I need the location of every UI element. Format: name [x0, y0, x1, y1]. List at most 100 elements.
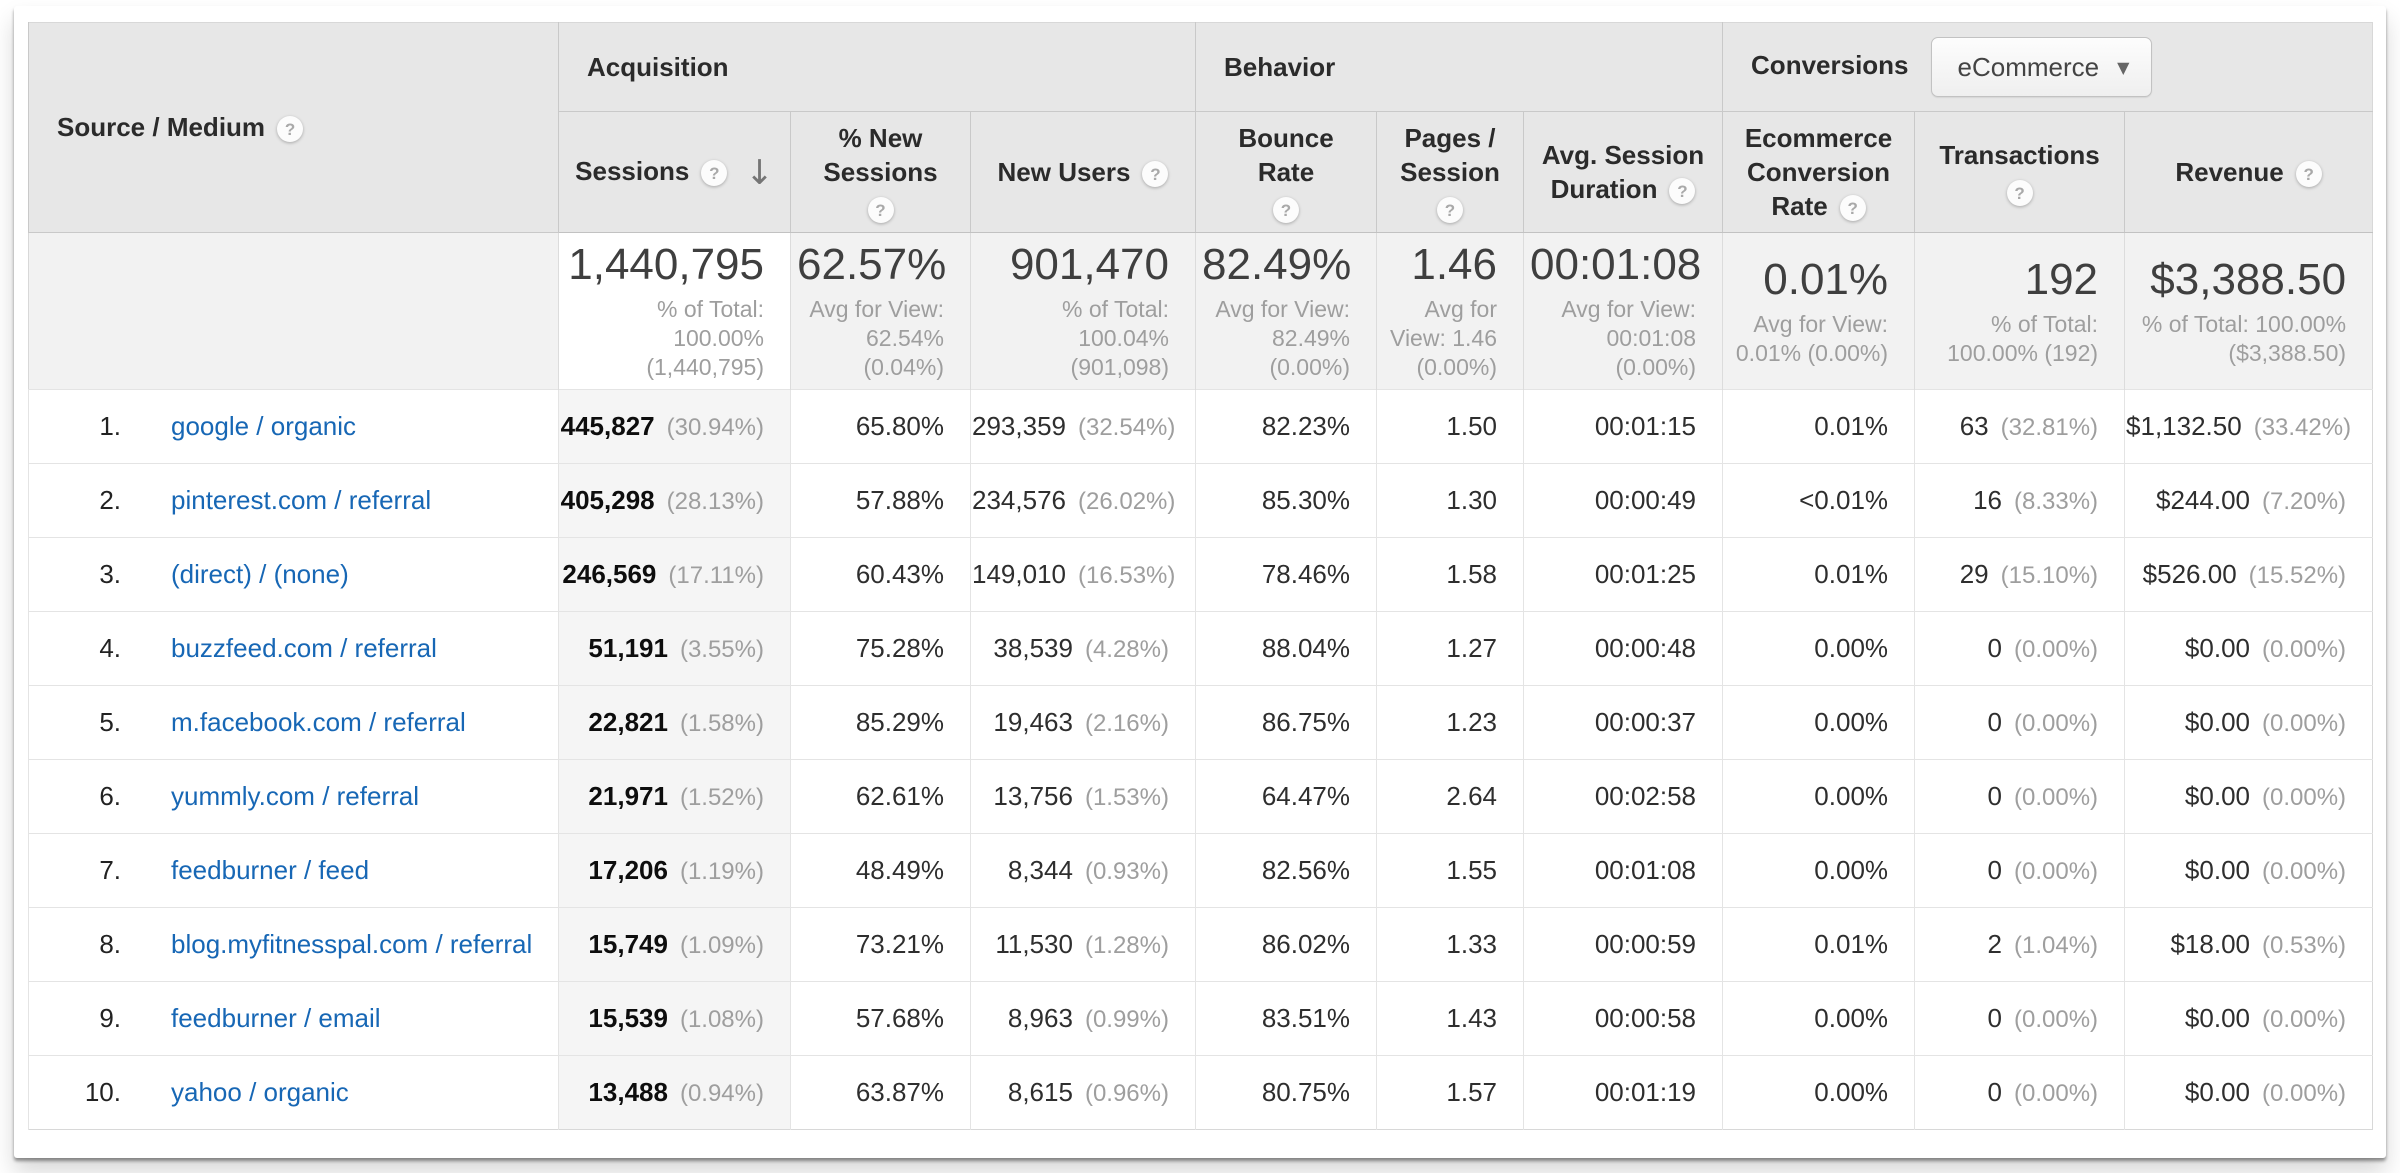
cell-value: 51,191: [588, 633, 668, 663]
cell-ecom-rate: 0.00%: [1722, 833, 1915, 908]
summary-value: 192: [2024, 254, 2099, 304]
cell-revenue: $18.00 (0.53%): [2124, 907, 2373, 982]
group-behavior: Behavior: [1194, 22, 1723, 112]
cell-value: 0: [1987, 1003, 2002, 1033]
cell-value: 13,756: [993, 781, 1073, 811]
help-icon[interactable]: ?: [277, 116, 304, 143]
sort-descending-icon: ↓: [745, 153, 774, 194]
help-icon[interactable]: ?: [1669, 178, 1696, 205]
cell-value: $526.00: [2142, 559, 2237, 589]
cell-percent: (0.00%): [2013, 710, 2099, 737]
column-header-pages-session[interactable]: Pages / Session?: [1376, 111, 1524, 233]
row-rank: 7.: [99, 855, 121, 885]
cell-sessions: 445,827 (30.94%): [558, 389, 791, 464]
column-header-avg-duration[interactable]: Avg. Session Duration?: [1522, 111, 1723, 233]
cell-value: 293,359: [972, 411, 1066, 441]
cell-source-medium: 2. pinterest.com / referral: [28, 463, 559, 538]
chevron-down-icon: ▼: [2117, 57, 2130, 77]
cell-pages-session: 1.50: [1376, 389, 1524, 464]
cell-value: 64.47%: [1261, 781, 1350, 811]
cell-sessions: 15,749 (1.09%): [558, 907, 791, 982]
table-row: 10. yahoo / organic 13,488 (0.94%) 63.87% 8,6…: [28, 1055, 2373, 1130]
summary-subtext: % of Total: 100.00% ($3,388.50): [2141, 310, 2347, 366]
cell-new-users: 149,010 (16.53%): [970, 537, 1196, 612]
cell-value: 0.00%: [1814, 707, 1889, 737]
cell-revenue: $0.00 (0.00%): [2124, 759, 2373, 834]
source-medium-link[interactable]: feedburner / feed: [171, 855, 370, 885]
cell-ecom-rate: 0.01%: [1722, 389, 1915, 464]
cell-percent: (0.00%): [2262, 858, 2347, 885]
cell-percent: (0.93%): [1084, 858, 1169, 885]
source-medium-link[interactable]: feedburner / email: [171, 1003, 381, 1033]
column-header-revenue[interactable]: Revenue?: [2124, 111, 2373, 233]
source-medium-link[interactable]: yummly.com / referral: [171, 781, 419, 811]
cell-value: 1.55: [1446, 855, 1497, 885]
column-header-revenue-label: Revenue: [2175, 157, 2284, 187]
cell-value: 78.46%: [1261, 559, 1350, 589]
summary-subtext: % of Total: 100.04% (901,098): [1062, 296, 1169, 380]
cell-value: 1.33: [1446, 929, 1497, 959]
cell-value: 0: [1987, 633, 2002, 663]
cell-new-sessions-pct: 85.29%: [790, 685, 971, 760]
source-medium-link[interactable]: pinterest.com / referral: [171, 485, 432, 515]
column-header-new-sessions-pct[interactable]: % New Sessions?: [790, 111, 971, 233]
cell-value: 405,298: [560, 485, 655, 515]
column-header-ecom-rate[interactable]: Ecommerce Conversion Rate?: [1722, 111, 1915, 233]
source-medium-link[interactable]: (direct) / (none): [171, 559, 349, 589]
cell-transactions: 0 (0.00%): [1914, 1055, 2125, 1130]
column-header-transactions[interactable]: Transactions?: [1914, 111, 2125, 233]
help-icon[interactable]: ?: [867, 197, 894, 223]
cell-transactions: 0 (0.00%): [1914, 611, 2125, 686]
cell-value: 00:01:08: [1594, 855, 1697, 885]
cell-value: 88.04%: [1261, 633, 1350, 663]
help-icon[interactable]: ?: [1142, 161, 1169, 188]
column-header-new-users[interactable]: New Users?: [970, 111, 1196, 233]
cell-value: 00:02:58: [1594, 781, 1697, 811]
column-header-avg-duration-label: Avg. Session Duration: [1541, 140, 1705, 204]
group-behavior-label: Behavior: [1224, 51, 1336, 82]
cell-bounce-rate: 82.23%: [1195, 389, 1377, 464]
cell-percent: (15.10%): [2000, 562, 2099, 589]
cell-revenue: $526.00 (15.52%): [2124, 537, 2373, 612]
cell-value: 29: [1959, 559, 1989, 589]
cell-value: 11,530: [995, 929, 1073, 959]
source-medium-table: Source / Medium? Acquisition Behavior Co…: [28, 22, 2374, 1130]
cell-ecom-rate: 0.01%: [1722, 907, 1915, 982]
help-icon[interactable]: ?: [1839, 195, 1866, 222]
source-medium-link[interactable]: yahoo / organic: [171, 1077, 349, 1107]
row-rank: 6.: [99, 781, 121, 811]
cell-percent: (1.08%): [679, 1006, 764, 1033]
cell-source-medium: 10. yahoo / organic: [28, 1055, 559, 1130]
cell-value: 15,539: [588, 1003, 668, 1033]
cell-value: 0.00%: [1814, 633, 1889, 663]
help-icon[interactable]: ?: [2006, 180, 2033, 206]
cell-value: 16: [1973, 485, 2002, 515]
help-icon[interactable]: ?: [1273, 197, 1299, 223]
cell-avg-duration: 00:00:48: [1522, 611, 1723, 686]
column-header-new-sessions-pct-label: % New Sessions: [823, 123, 938, 187]
cell-value: 00:01:25: [1594, 559, 1697, 589]
cell-transactions: 0 (0.00%): [1914, 833, 2125, 908]
cell-percent: (4.28%): [1084, 636, 1169, 663]
source-medium-header[interactable]: Source / Medium?: [28, 22, 559, 233]
source-medium-link[interactable]: google / organic: [171, 411, 357, 441]
help-icon[interactable]: ?: [701, 160, 728, 187]
help-icon[interactable]: ?: [2295, 161, 2322, 188]
help-icon[interactable]: ?: [1437, 197, 1463, 223]
source-medium-link[interactable]: blog.myfitnesspal.com / referral: [171, 929, 533, 959]
source-medium-link[interactable]: m.facebook.com / referral: [171, 707, 466, 737]
source-medium-link[interactable]: buzzfeed.com / referral: [171, 633, 437, 663]
conversions-goal-dropdown[interactable]: eCommerce ▼: [1930, 37, 2153, 97]
column-header-sessions[interactable]: Sessions? ↓: [558, 111, 791, 233]
cell-avg-duration: 00:01:15: [1522, 389, 1723, 464]
cell-value: 00:00:58: [1594, 1003, 1697, 1033]
summary-pages-session: 1.46 Avg for View: 1.46 (0.00%): [1376, 232, 1524, 390]
cell-bounce-rate: 86.75%: [1195, 685, 1377, 760]
cell-percent: (8.33%): [2013, 488, 2099, 515]
column-header-bounce-rate[interactable]: Bounce Rate?: [1195, 111, 1377, 233]
cell-avg-duration: 00:00:59: [1522, 907, 1723, 982]
cell-percent: (0.00%): [2013, 1080, 2099, 1107]
cell-value: 0.00%: [1814, 855, 1889, 885]
cell-value: 82.56%: [1261, 855, 1350, 885]
summary-new-sessions-pct: 62.57% Avg for View: 62.54% (0.04%): [790, 232, 971, 390]
